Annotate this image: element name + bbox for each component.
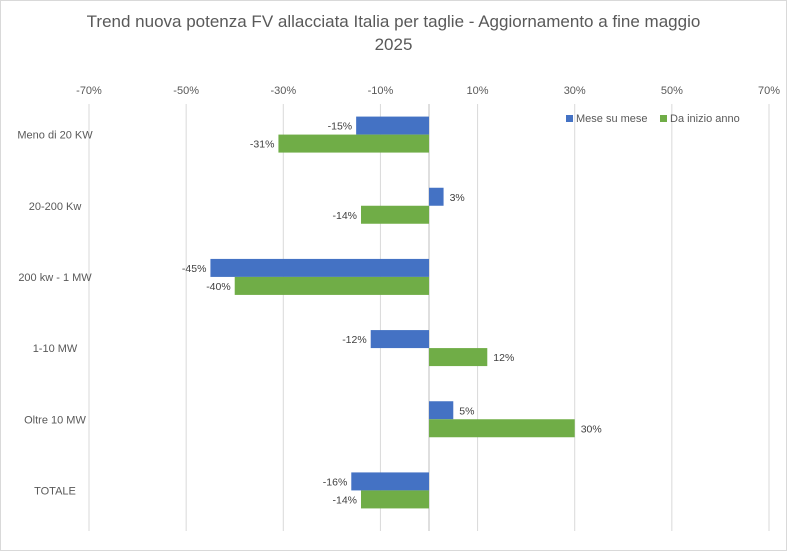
data-label: -16% <box>323 476 348 488</box>
data-label: -45% <box>182 263 207 275</box>
data-label: -40% <box>206 281 231 293</box>
x-tick-label: -30% <box>270 85 296 97</box>
data-label: 30% <box>581 423 602 435</box>
x-tick-label: 50% <box>661 85 683 97</box>
x-tick-label: 10% <box>467 85 489 97</box>
category-label: TOTALE <box>34 485 76 497</box>
data-label: 3% <box>450 192 465 204</box>
data-label: -12% <box>342 334 367 346</box>
legend-swatch <box>660 115 667 122</box>
legend-label: Mese su mese <box>576 113 648 125</box>
data-label: -15% <box>328 121 353 133</box>
bar-mese-su-mese <box>210 258 429 277</box>
category-label: 200 kw - 1 MW <box>18 272 92 284</box>
x-tick-label: -10% <box>368 85 394 97</box>
bar-da-inizio-anno <box>361 205 429 224</box>
data-label: 12% <box>493 352 514 364</box>
category-label: Oltre 10 MW <box>24 414 86 426</box>
chart-title: Trend nuova potenza FV allacciata Italia… <box>0 10 787 56</box>
category-label: Meno di 20 KW <box>17 130 93 142</box>
bar-da-inizio-anno <box>278 134 429 153</box>
x-tick-label: 70% <box>758 85 780 97</box>
data-label: -31% <box>250 139 275 151</box>
bar-da-inizio-anno <box>429 348 488 367</box>
chart-title-line-1: Trend nuova potenza FV allacciata Italia… <box>86 12 701 31</box>
bar-mese-su-mese <box>351 472 429 491</box>
bar-mese-su-mese <box>429 401 454 420</box>
category-label: 1-10 MW <box>33 343 78 355</box>
legend-swatch <box>566 115 573 122</box>
category-label: 20-200 Kw <box>29 201 82 213</box>
data-label: -14% <box>332 210 357 222</box>
data-label: 5% <box>459 405 474 417</box>
legend-label: Da inizio anno <box>670 113 740 125</box>
x-tick-label: 30% <box>564 85 586 97</box>
bar-da-inizio-anno <box>361 490 429 509</box>
bar-mese-su-mese <box>370 330 429 349</box>
data-label: -14% <box>332 494 357 506</box>
x-tick-label: -50% <box>173 85 199 97</box>
bar-da-inizio-anno <box>234 276 429 295</box>
bar-mese-su-mese <box>429 187 444 206</box>
x-tick-label: -70% <box>76 85 102 97</box>
bar-da-inizio-anno <box>429 419 575 438</box>
bar-mese-su-mese <box>356 116 429 135</box>
chart-title-line-2: 2025 <box>374 35 413 54</box>
